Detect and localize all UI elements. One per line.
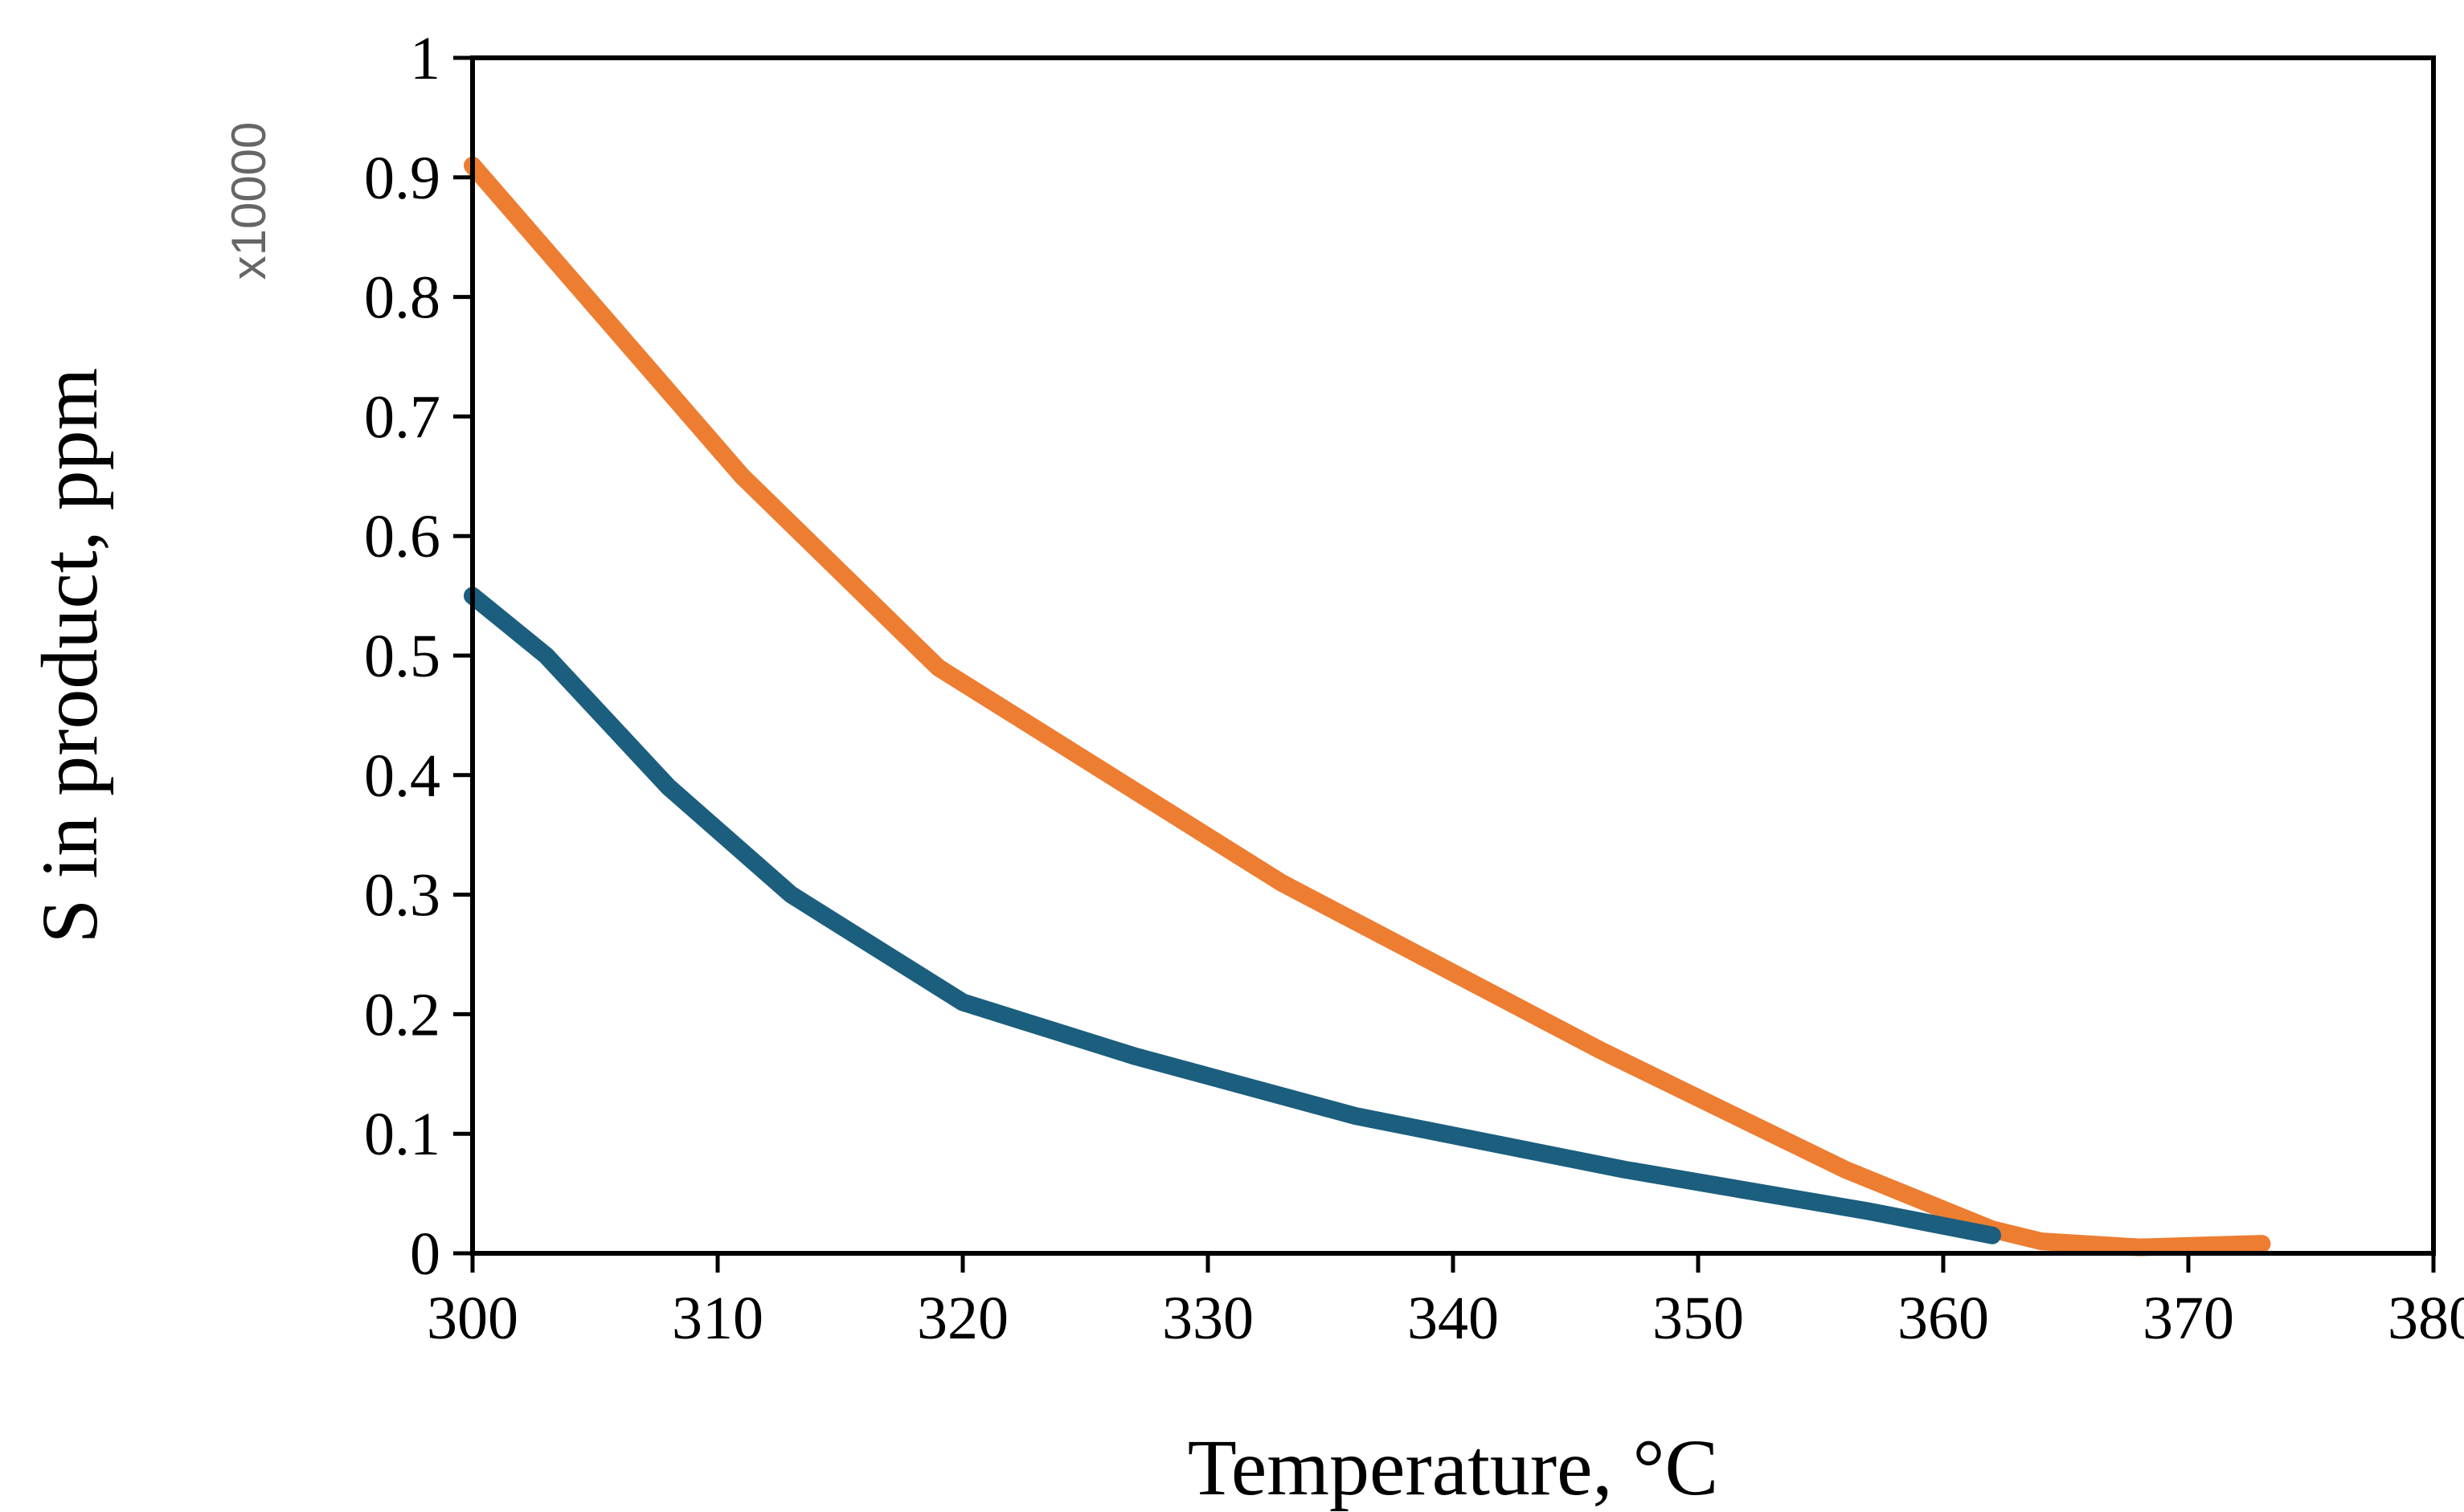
- x-tick-label: 320: [917, 1285, 1009, 1352]
- y-tick-label: 1: [410, 25, 440, 92]
- series-layer: [464, 156, 2271, 1257]
- series-line-2: [464, 586, 2001, 1244]
- y-tick-label: 0.1: [364, 1101, 440, 1168]
- y-axis-tick-labels: 0 0.1 0.2 0.3 0.4 0.5 0.6 0.7 0.8 0.9 1: [364, 25, 440, 1288]
- y-tick-label: 0.4: [364, 742, 440, 810]
- y-axis-title: S in product, ppm: [25, 368, 114, 944]
- x-tick-label: 340: [1407, 1285, 1499, 1352]
- x-tick-label: 310: [672, 1285, 763, 1352]
- x-axis-title: Temperature, °C: [1188, 1423, 1719, 1512]
- x-tick-label: 330: [1162, 1285, 1254, 1352]
- x-axis-ticks: [470, 1253, 2436, 1273]
- y-scale-note: x10000: [222, 122, 276, 280]
- x-axis-tick-labels: 300 310 320 330 340 350 360 370 380: [427, 1285, 2464, 1352]
- y-tick-label: 0.5: [364, 623, 440, 690]
- x-tick-label: 350: [1652, 1285, 1744, 1352]
- plot-frame: [470, 55, 2436, 1256]
- y-tick-label: 0.2: [364, 981, 440, 1048]
- y-tick-label: 0.9: [364, 145, 440, 212]
- x-tick-label: 380: [2388, 1285, 2464, 1352]
- y-tick-label: 0: [410, 1220, 440, 1288]
- y-tick-label: 0.3: [364, 862, 440, 930]
- x-tick-label: 360: [1897, 1285, 1989, 1352]
- y-axis-ticks: [453, 55, 473, 1256]
- x-tick-label: 370: [2143, 1285, 2234, 1352]
- y-tick-label: 0.6: [364, 503, 440, 570]
- y-tick-label: 0.7: [364, 383, 440, 451]
- series-line-1: [464, 156, 2271, 1257]
- x-tick-label: 300: [427, 1285, 518, 1352]
- y-tick-label: 0.8: [364, 264, 440, 332]
